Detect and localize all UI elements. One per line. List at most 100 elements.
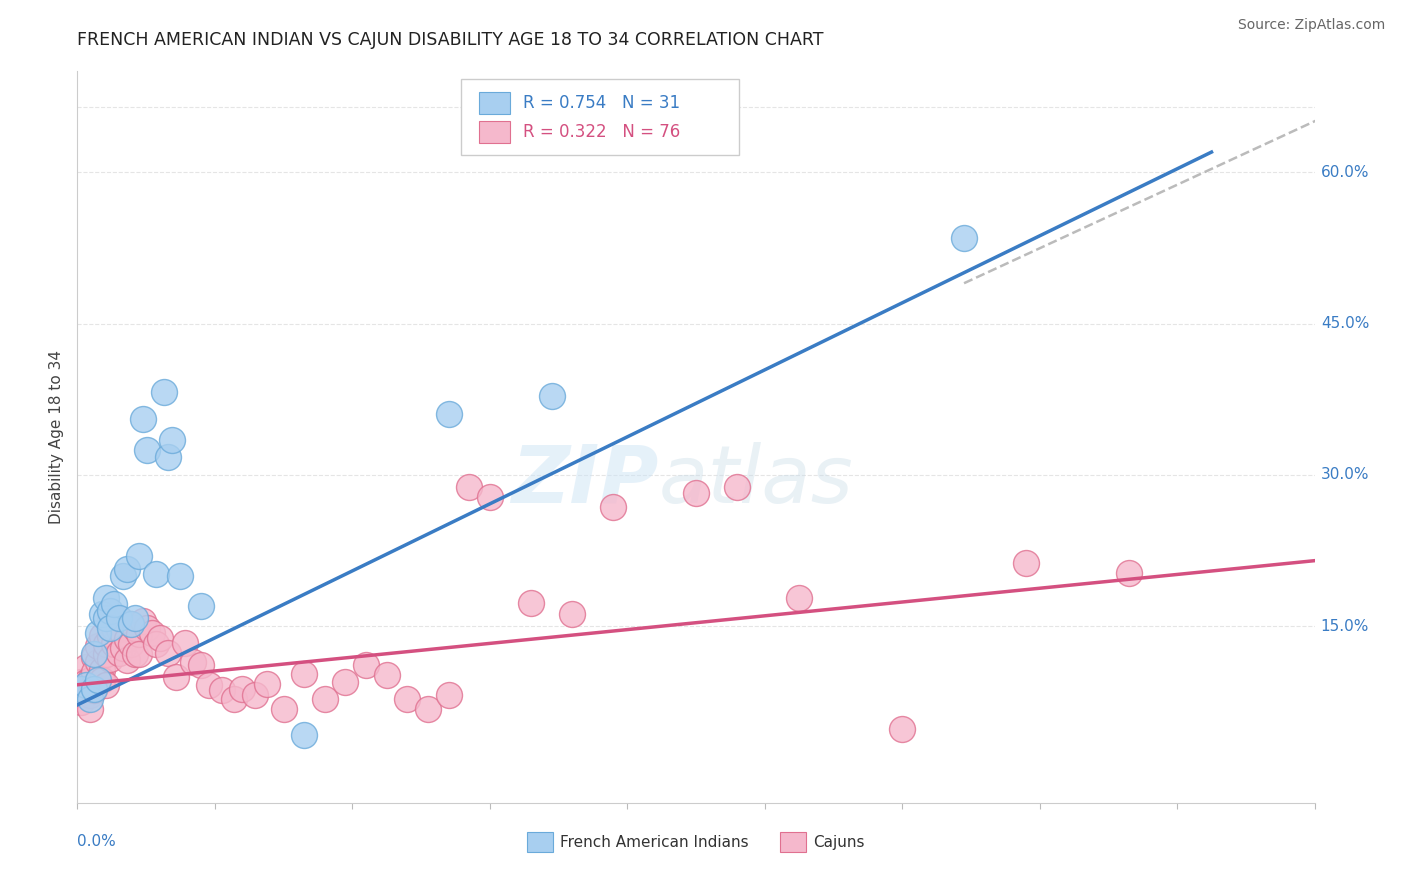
Point xyxy=(437,688,460,702)
Point xyxy=(145,566,167,581)
Point xyxy=(87,640,110,654)
Point xyxy=(96,648,118,662)
Text: Source: ZipAtlas.com: Source: ZipAtlas.com xyxy=(1237,18,1385,32)
Point xyxy=(128,648,150,662)
Point xyxy=(292,728,315,742)
Text: ZIP: ZIP xyxy=(512,442,659,520)
Point xyxy=(136,621,159,635)
Point xyxy=(83,665,105,679)
Point xyxy=(91,663,114,677)
Point xyxy=(79,688,101,702)
Point xyxy=(115,652,138,666)
Point xyxy=(70,695,93,709)
Point xyxy=(83,681,105,696)
Point xyxy=(96,678,118,692)
Point xyxy=(103,597,125,611)
Point xyxy=(96,591,118,605)
Point xyxy=(75,659,97,673)
Point xyxy=(136,442,159,457)
Point xyxy=(83,678,105,692)
Point xyxy=(98,604,121,618)
Point xyxy=(83,682,105,697)
Y-axis label: Disability Age 18 to 34: Disability Age 18 to 34 xyxy=(49,350,65,524)
Point xyxy=(107,647,129,661)
Point xyxy=(891,722,914,736)
Point xyxy=(115,632,138,647)
Point xyxy=(128,549,150,563)
Point xyxy=(120,637,142,651)
Point xyxy=(98,621,121,635)
Point xyxy=(165,670,187,684)
Point xyxy=(222,692,245,706)
Text: 15.0%: 15.0% xyxy=(1320,619,1369,633)
FancyBboxPatch shape xyxy=(461,78,740,155)
Point xyxy=(520,596,543,610)
Point xyxy=(87,673,110,687)
Point xyxy=(685,486,707,500)
Point xyxy=(120,617,142,632)
Point xyxy=(787,591,810,605)
Point xyxy=(107,612,129,626)
Point xyxy=(273,702,295,716)
Point xyxy=(111,641,134,656)
Point xyxy=(157,647,180,661)
Point xyxy=(83,649,105,664)
Point xyxy=(128,627,150,641)
Text: R = 0.754   N = 31: R = 0.754 N = 31 xyxy=(523,94,681,112)
Point xyxy=(416,702,439,716)
Point xyxy=(314,692,336,706)
Point xyxy=(602,500,624,515)
Point xyxy=(190,657,212,672)
Text: 30.0%: 30.0% xyxy=(1320,467,1369,483)
Point xyxy=(115,562,138,576)
Text: French American Indians: French American Indians xyxy=(560,835,748,849)
Point xyxy=(98,651,121,665)
Point xyxy=(79,692,101,706)
Point xyxy=(169,569,191,583)
Point xyxy=(190,599,212,613)
Point xyxy=(87,655,110,669)
Point xyxy=(103,621,125,635)
Point xyxy=(75,678,97,692)
Point xyxy=(354,657,377,672)
Point xyxy=(198,678,221,692)
Point xyxy=(91,607,114,621)
Point xyxy=(149,632,172,646)
Point xyxy=(211,682,233,697)
Point xyxy=(437,408,460,422)
Point xyxy=(96,611,118,625)
Point xyxy=(111,627,134,641)
Point xyxy=(87,673,110,687)
Point xyxy=(124,621,146,635)
Point xyxy=(91,673,114,687)
Point xyxy=(70,681,93,696)
FancyBboxPatch shape xyxy=(479,121,510,143)
Point xyxy=(478,490,501,504)
Point xyxy=(79,702,101,716)
Point xyxy=(111,569,134,583)
Point xyxy=(181,655,204,669)
Point xyxy=(1118,566,1140,580)
Text: FRENCH AMERICAN INDIAN VS CAJUN DISABILITY AGE 18 TO 34 CORRELATION CHART: FRENCH AMERICAN INDIAN VS CAJUN DISABILI… xyxy=(77,31,824,49)
Text: Cajuns: Cajuns xyxy=(813,835,865,849)
Point xyxy=(107,622,129,636)
Point xyxy=(70,674,93,689)
Text: R = 0.322   N = 76: R = 0.322 N = 76 xyxy=(523,123,681,141)
Point xyxy=(132,614,155,628)
Point xyxy=(98,629,121,643)
Point xyxy=(124,611,146,625)
Point xyxy=(1015,556,1038,570)
Point xyxy=(173,636,195,650)
Point xyxy=(87,626,110,640)
Point xyxy=(540,389,562,403)
Point xyxy=(79,673,101,687)
Point xyxy=(124,648,146,662)
Text: 45.0%: 45.0% xyxy=(1320,316,1369,331)
Point xyxy=(396,692,419,706)
Point xyxy=(132,412,155,426)
Point xyxy=(141,626,163,640)
Point xyxy=(335,674,357,689)
Point xyxy=(160,433,183,447)
Point xyxy=(157,450,180,464)
Point xyxy=(153,385,176,400)
